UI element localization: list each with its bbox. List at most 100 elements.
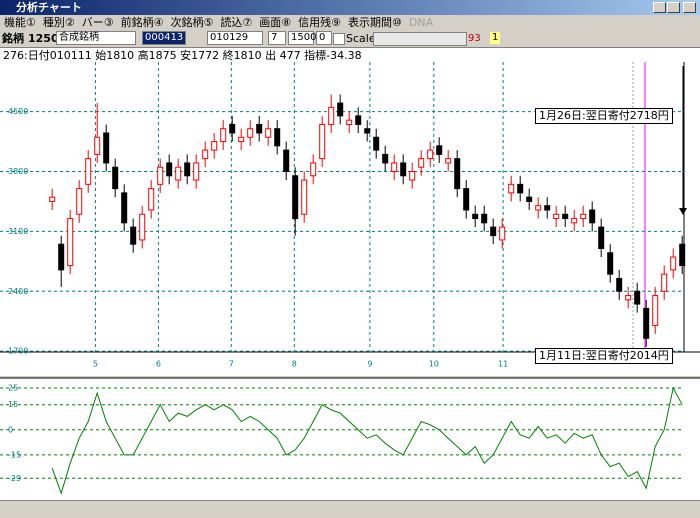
scale-slider[interactable]: [373, 32, 467, 46]
menu-item[interactable]: 種別②: [42, 16, 75, 29]
candle-body: [157, 166, 164, 185]
candle-body: [580, 213, 587, 220]
y-tick-label: 2400: [8, 287, 28, 296]
close-button[interactable]: [683, 2, 696, 13]
menu-bar: 機能① 種別② バー③ 前銘柄④ 次銘柄⑤ 読込⑦ 画面⑧ 信用残⑨ 表示期間⑩ DNA: [0, 15, 700, 30]
candle-body: [193, 162, 200, 181]
x-tick-label: 10: [429, 360, 439, 369]
minimize-button[interactable]: [653, 2, 666, 13]
candle-body: [400, 162, 407, 177]
name-field[interactable]: 合成銘柄: [56, 31, 136, 45]
y-tick-label: -15: [8, 450, 21, 459]
candle-body: [373, 136, 380, 151]
menu-item[interactable]: 画面⑧: [259, 16, 292, 29]
menu-item[interactable]: 機能①: [4, 16, 36, 29]
code-label: 銘柄: [2, 32, 24, 45]
candle-body: [472, 213, 479, 220]
candle-body: [427, 149, 434, 160]
page: 1: [490, 32, 501, 44]
offset-field[interactable]: 0: [316, 31, 332, 45]
candle-body: [562, 213, 569, 220]
candle-body: [571, 218, 578, 224]
y-tick-label: 25: [8, 384, 18, 393]
annotation: 1月26日:翌日寄付2718円: [535, 108, 673, 124]
candle-body: [238, 136, 245, 143]
maximize-button[interactable]: [667, 2, 680, 13]
price-panel: [0, 62, 700, 352]
x-tick-label: 6: [156, 360, 161, 369]
candle-body: [112, 166, 119, 190]
menu-item[interactable]: 表示期間⑩: [348, 16, 402, 29]
candle-body: [130, 226, 137, 245]
candle-body: [247, 128, 254, 138]
end-field[interactable]: 010129: [207, 31, 263, 45]
candle-body: [364, 128, 371, 134]
status-bar: [0, 500, 700, 518]
y-tick-label: -29: [8, 474, 21, 483]
y-tick-label: 3800: [8, 167, 28, 176]
candle-body: [517, 183, 524, 194]
candle-body: [265, 128, 272, 138]
candle-body: [67, 218, 74, 267]
candle-body: [553, 213, 560, 220]
x-tick-label: 9: [367, 360, 372, 369]
candle-body: [382, 153, 389, 164]
menu-item[interactable]: 前銘柄④: [120, 16, 164, 29]
candle-body: [202, 149, 209, 160]
candle-body: [445, 158, 452, 164]
candle-body: [535, 205, 542, 211]
menu-item[interactable]: 信用残⑨: [298, 16, 341, 29]
candle-body: [607, 252, 614, 275]
candle-body: [139, 213, 146, 241]
candle-body: [616, 277, 623, 292]
candle-body: [670, 256, 677, 271]
menu-item[interactable]: 読込⑦: [220, 16, 253, 29]
candle-body: [319, 123, 326, 160]
candle-body: [76, 188, 83, 215]
annotation: 1月11日:翌日寄付2014円: [535, 348, 673, 364]
candle-body: [301, 179, 308, 215]
title-bar: 分析チャート: [0, 0, 700, 15]
scale-label: Scale: [346, 32, 376, 45]
oscillator-panel: [0, 378, 700, 500]
menu-item[interactable]: DNA: [408, 16, 434, 29]
candle-body: [355, 115, 362, 125]
candle-body: [337, 102, 344, 117]
y-tick-label: 4500: [8, 107, 28, 116]
candle-body: [481, 213, 488, 224]
candle-body: [220, 128, 227, 143]
candle-body: [463, 188, 470, 211]
start-field[interactable]: 000413: [142, 31, 186, 45]
x-tick-label: 11: [498, 360, 508, 369]
period-field[interactable]: 7: [268, 31, 286, 45]
candle-body: [148, 188, 155, 211]
arrow-head: [679, 208, 687, 215]
y-tick-label: 1700: [8, 347, 28, 356]
y-tick-label: 15: [8, 400, 18, 409]
y-tick-label: 0: [8, 425, 13, 434]
candle-body: [103, 132, 110, 164]
candle-body: [391, 162, 398, 172]
y-tick-label: 3100: [8, 227, 28, 236]
candle-body: [175, 166, 182, 181]
candle-body: [346, 119, 353, 125]
scale-checkbox[interactable]: [333, 33, 345, 45]
candle-body: [328, 106, 335, 125]
candle-body: [292, 175, 299, 220]
candle-body: [418, 158, 425, 168]
count: 93: [468, 33, 481, 44]
candle-body: [661, 273, 668, 292]
x-tick-label: 5: [93, 360, 98, 369]
volume-field[interactable]: 1500: [288, 31, 316, 45]
menu-item[interactable]: 次銘柄⑤: [170, 16, 214, 29]
info-line: 276:日付010111 始1810 高1875 安1772 終1810 出 4…: [0, 47, 700, 62]
candle-body: [283, 149, 290, 172]
toolbar: 銘柄 1250 合成銘柄 000413 010129 7 1500 0 Scal…: [0, 30, 700, 47]
candle-body: [544, 205, 551, 211]
menu-item[interactable]: バー③: [81, 16, 114, 29]
candle-body: [508, 183, 515, 194]
oscillator-line: [51, 386, 683, 495]
candle-body: [490, 226, 497, 237]
candle-body: [229, 123, 236, 134]
